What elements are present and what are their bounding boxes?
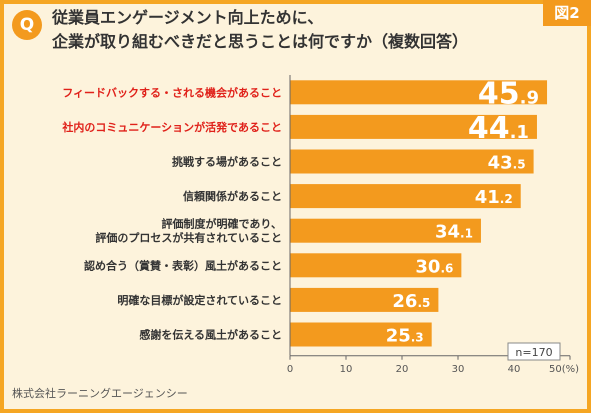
category-label-7: 明確な目標が設定されていること (117, 293, 282, 307)
value-label-4: 41.2 (475, 187, 513, 208)
category-label-8: 感謝を伝える風土があること (139, 328, 282, 342)
bar-3 (290, 149, 534, 174)
category-label-3: 挑戦する場があること (172, 155, 282, 169)
bar-4 (290, 184, 521, 209)
category-label-2: 社内のコミュニケーションが活発であること (61, 120, 282, 134)
bar-1 (290, 80, 548, 105)
x-tick-label-0: 0 (287, 364, 293, 375)
bar-6 (290, 253, 462, 278)
value-label-5: 34.1 (435, 222, 473, 243)
x-tick-label-5: 50(%) (549, 364, 579, 375)
value-label-3: 43.5 (488, 153, 526, 174)
bar-8 (290, 322, 432, 347)
sample-size-box (507, 342, 561, 361)
value-label-1: 45.9 (478, 76, 539, 111)
value-label-2: 44.1 (468, 111, 529, 146)
value-label-7: 26.5 (392, 291, 430, 312)
value-label-6: 30.6 (415, 256, 453, 277)
chart-title: 従業員エンゲージメント向上ために、 企業が取り組むべきだと思うことは何ですか（複… (52, 6, 468, 54)
x-tick-label-3: 30 (452, 364, 465, 375)
title-line-2: 企業が取り組むべきだと思うことは何ですか（複数回答） (52, 32, 469, 51)
category-label-1: フィードバックする・される機会があること (62, 85, 282, 99)
category-label-4: 信頼関係があること (183, 189, 282, 203)
category-label-6: 認め合う（賞賛・表彰）風土があること (84, 258, 282, 272)
sample-size-label: n=170 (515, 346, 552, 359)
footer-credit: 株式会社ラーニングエージェンシー (12, 387, 188, 400)
question-badge: Q (12, 10, 42, 40)
category-label-5-line-2: 評価のプロセスが共有されていること (95, 231, 282, 245)
category-label-5-line-1: 評価制度が明確であり、 (162, 217, 282, 231)
x-tick-label-2: 20 (396, 364, 409, 375)
value-label-8: 25.3 (386, 326, 424, 347)
x-tick-label-4: 40 (508, 364, 521, 375)
figure-tag: 図2 (543, 0, 591, 26)
bar-7 (290, 287, 439, 312)
bar-2 (290, 114, 537, 139)
title-line-1: 従業員エンゲージメント向上ために、 (52, 8, 324, 27)
bar-5 (290, 218, 481, 243)
x-tick-label-1: 10 (340, 364, 353, 375)
